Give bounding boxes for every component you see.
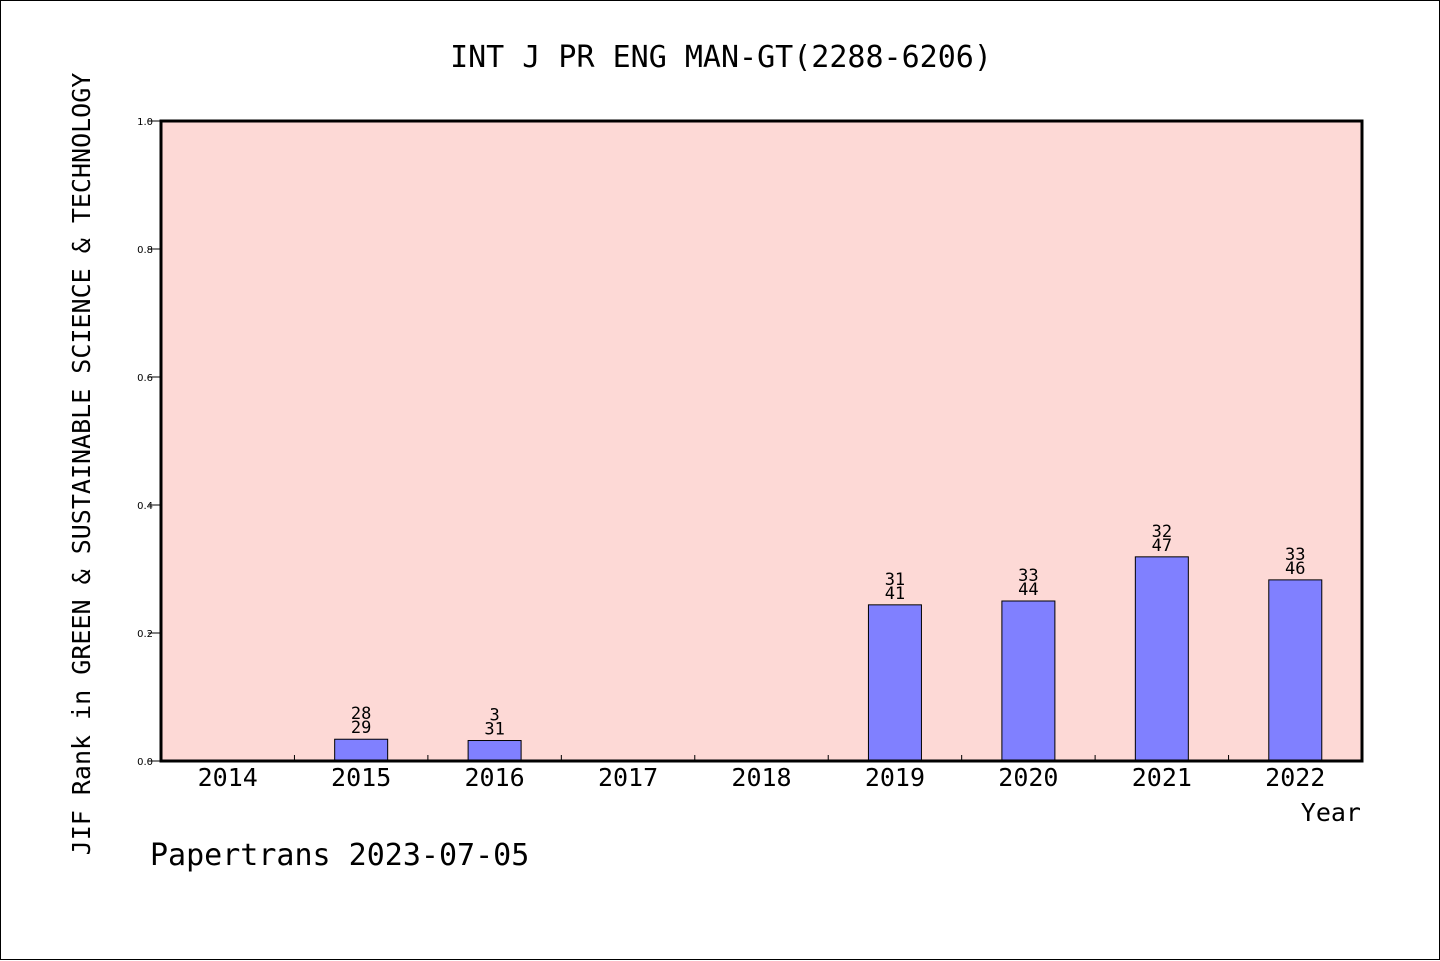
x-axis-label: Year: [1301, 798, 1361, 827]
x-tick-label-2018: 2018: [731, 763, 791, 792]
bar-label-total-2015: 29: [351, 718, 371, 738]
bar-2015: [334, 738, 389, 762]
y-axis-label: JIF Rank in GREEN & SUSTAINABLE SCIENCE …: [67, 73, 96, 856]
bar-label-rank-2021: 32: [1152, 522, 1172, 542]
bar-label-rank-2022: 33: [1285, 545, 1305, 565]
y-tick-label: 0.8: [137, 245, 153, 256]
bar-label-total-2022: 46: [1285, 559, 1305, 579]
y-axis: 0.0 0.2 0.4 0.6 0.8 1.0: [137, 117, 161, 768]
bar-label-rank-2016: 3: [489, 706, 499, 726]
bar-2020: [1001, 600, 1056, 762]
x-tick-label-2015: 2015: [331, 763, 391, 792]
x-tick-label-2017: 2017: [598, 763, 658, 792]
x-axis: 2014 2015 2016 2017 2018 2019 2020 2021 2022: [198, 755, 1325, 792]
chart-title: INT J PR ENG MAN-GT(2288-6206): [450, 40, 992, 75]
bar-2021: [1134, 556, 1189, 762]
x-tick-label-2020: 2020: [998, 763, 1058, 792]
x-tick-label-2019: 2019: [865, 763, 925, 792]
bar-label-rank-2019: 31: [885, 570, 905, 590]
y-tick-label: 0.0: [137, 757, 153, 768]
x-tick-label-2016: 2016: [465, 763, 525, 792]
y-tick-label: 1.0: [137, 117, 153, 128]
bar-label-rank-2015: 28: [351, 704, 371, 724]
bars-layer: [334, 556, 1323, 762]
bar-2016: [467, 740, 522, 762]
y-tick-label: 0.6: [137, 373, 153, 384]
bar-label-total-2021: 47: [1152, 536, 1172, 556]
y-tick-label: 0.4: [137, 501, 153, 512]
x-tick-label-2022: 2022: [1265, 763, 1325, 792]
y-tick-label: 0.2: [137, 629, 153, 640]
bar-label-total-2016: 31: [484, 720, 504, 740]
plot-border: [159, 119, 1364, 763]
bar-label-total-2020: 44: [1018, 580, 1038, 600]
bar-2019: [867, 604, 922, 762]
x-tick-label-2014: 2014: [198, 763, 258, 792]
bar-2022: [1268, 579, 1323, 762]
bar-label-rank-2020: 33: [1018, 566, 1038, 586]
x-tick-label-2021: 2021: [1132, 763, 1192, 792]
bar-label-total-2019: 41: [885, 584, 905, 604]
footer-source-date: Papertrans 2023-07-05: [150, 838, 529, 873]
